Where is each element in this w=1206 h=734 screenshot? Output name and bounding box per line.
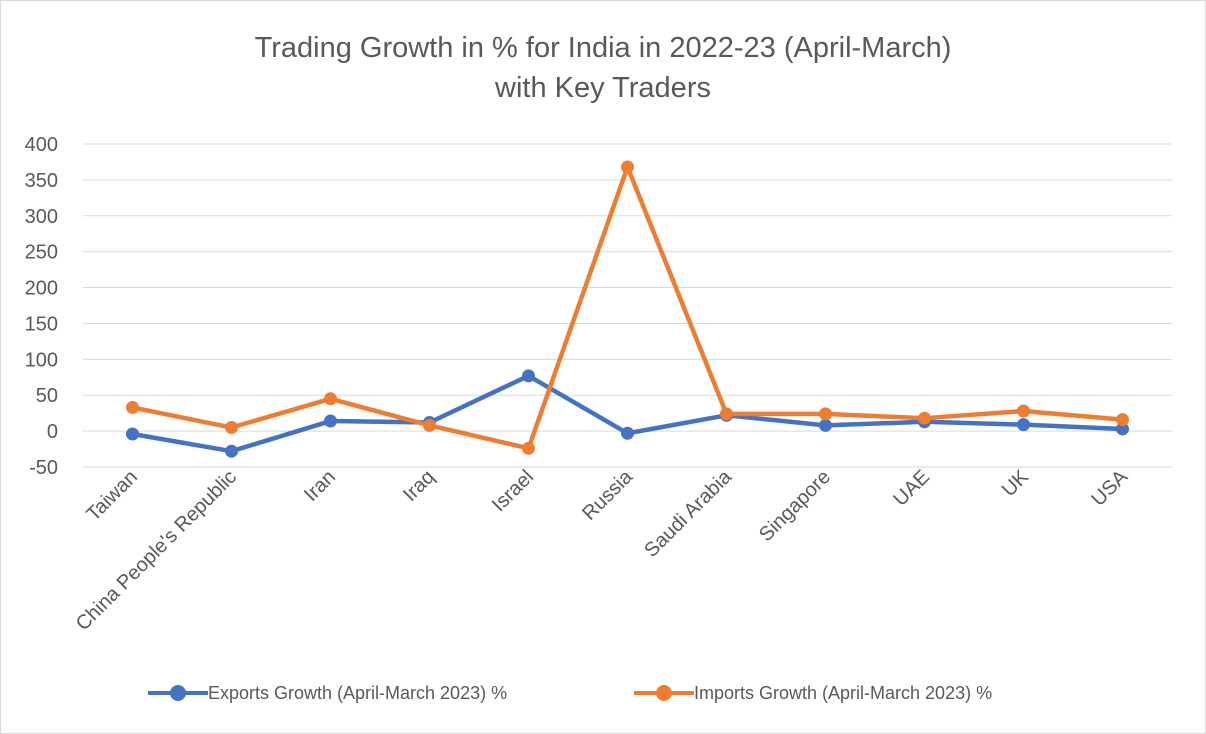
x-tick-label: Saudi Arabia <box>640 465 736 561</box>
legend-label-exports: Exports Growth (April-March 2023) % <box>208 682 508 703</box>
data-point <box>225 444 238 458</box>
legend-item-exports: Exports Growth (April-March 2023) % <box>148 678 507 708</box>
x-tick-label: UK <box>998 466 1034 502</box>
data-point <box>918 411 931 425</box>
x-tick-label: Iran <box>300 466 340 506</box>
y-tick-label: 350 <box>25 170 58 192</box>
legend-marker-imports <box>656 685 672 701</box>
data-point <box>126 427 139 441</box>
data-point <box>522 369 535 383</box>
y-tick-label: 200 <box>25 278 58 300</box>
data-point <box>819 407 832 421</box>
data-point <box>621 160 634 174</box>
chart-title: Trading Growth in % for India in 2022-23… <box>0 28 1206 108</box>
data-point <box>819 418 832 432</box>
gridlines <box>83 143 1172 468</box>
x-tick-label: Taiwan <box>82 466 142 526</box>
data-point <box>720 407 733 421</box>
y-tick-label: 100 <box>25 349 58 371</box>
x-tick-label: UAE <box>889 466 934 511</box>
data-point <box>1116 422 1129 436</box>
x-tick-label: Israel <box>488 466 538 516</box>
legend-marker-exports <box>170 685 186 701</box>
data-point <box>1116 413 1129 427</box>
legend-swatch-exports <box>148 678 208 708</box>
x-tick-label: China People's Republic <box>72 466 241 635</box>
x-tick-label: Singapore <box>755 466 835 546</box>
data-point <box>1017 404 1030 418</box>
legend-swatch-imports <box>634 678 694 708</box>
y-tick-label: 0 <box>47 421 58 443</box>
y-tick-label: 150 <box>25 313 58 335</box>
data-point <box>324 392 337 406</box>
legend-label-imports: Imports Growth (April-March 2023) % <box>694 682 993 703</box>
y-axis-ticks: -50 0 50 100 150 200 250 300 350 400 <box>25 134 58 479</box>
chart-title-line1: Trading Growth in % for India in 2022-23… <box>254 32 952 64</box>
legend: Exports Growth (April-March 2023) % Impo… <box>0 678 1206 708</box>
data-point <box>324 414 337 428</box>
data-point <box>225 421 238 435</box>
y-tick-label: 250 <box>25 242 58 264</box>
data-point <box>621 426 634 440</box>
series-group <box>126 160 1129 458</box>
y-tick-label: 400 <box>25 134 58 156</box>
x-tick-label: Iraq <box>399 466 439 506</box>
series-line <box>130 164 1125 451</box>
x-tick-label: Russia <box>578 465 637 524</box>
data-point <box>126 400 139 414</box>
y-tick-label: 50 <box>36 385 58 407</box>
legend-item-imports: Imports Growth (April-March 2023) % <box>634 678 992 708</box>
data-point <box>522 441 535 455</box>
chart-title-line2: with Key Traders <box>495 72 711 104</box>
x-tick-label: USA <box>1087 466 1132 511</box>
y-tick-label: 300 <box>25 206 58 228</box>
data-point <box>423 418 436 432</box>
y-tick-label: -50 <box>29 457 58 479</box>
data-point <box>1017 418 1030 432</box>
